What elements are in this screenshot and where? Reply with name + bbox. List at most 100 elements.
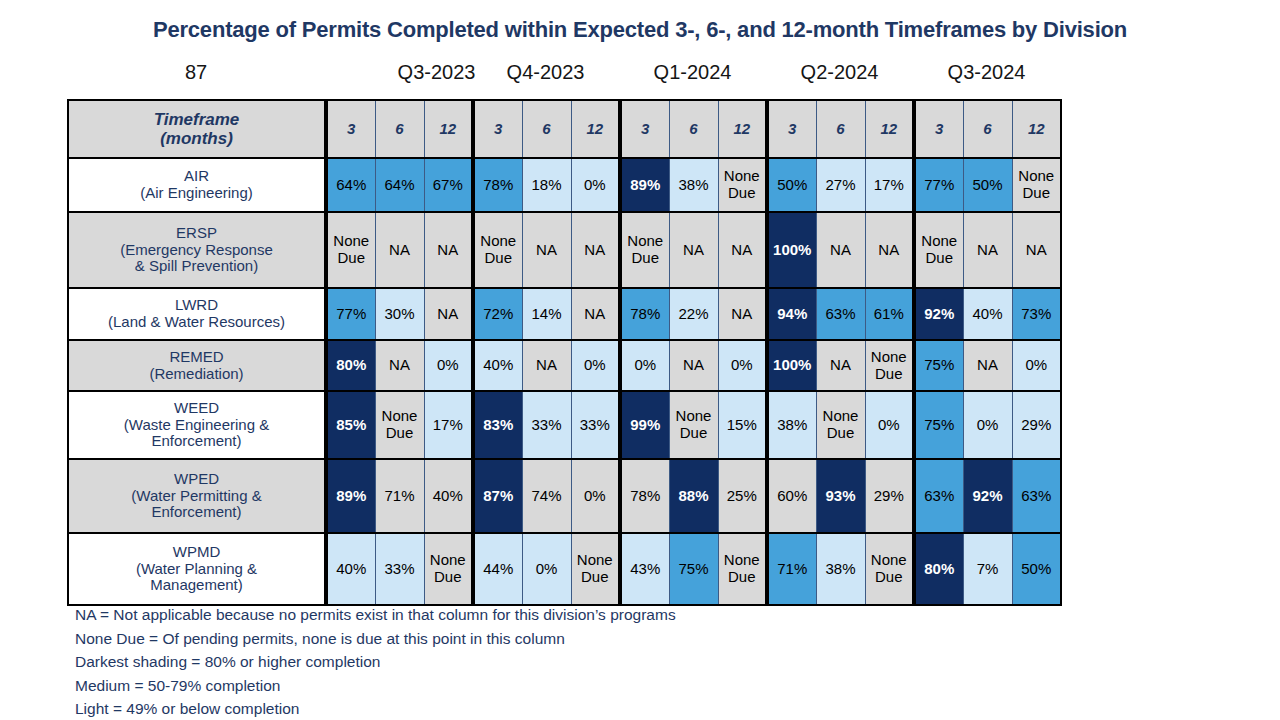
data-cell: 22% bbox=[669, 288, 718, 340]
note-line: None Due = Of pending permits, none is d… bbox=[75, 630, 676, 648]
data-cell: 85% bbox=[326, 391, 375, 459]
month-col-header: 12 bbox=[1012, 100, 1061, 158]
month-col-header: 6 bbox=[375, 100, 424, 158]
note-line: Light = 49% or below completion bbox=[75, 700, 676, 718]
month-col-header: 6 bbox=[522, 100, 571, 158]
division-label: AIR(Air Engineering) bbox=[68, 158, 326, 212]
data-cell: None Due bbox=[326, 212, 375, 288]
division-label: ERSP(Emergency Response& Spill Preventio… bbox=[68, 212, 326, 288]
quarter-label: Q2-2024 bbox=[766, 61, 913, 84]
division-label-line: (Emergency Response bbox=[69, 242, 324, 259]
data-cell: 63% bbox=[816, 288, 865, 340]
data-cell: 40% bbox=[963, 288, 1012, 340]
data-cell: 0% bbox=[571, 459, 620, 533]
timeframe-header-line: Timeframe bbox=[69, 110, 324, 129]
data-cell: 75% bbox=[914, 391, 963, 459]
division-label-line: (Waste Engineering & bbox=[69, 417, 324, 434]
data-cell: 0% bbox=[571, 158, 620, 212]
data-cell: NA bbox=[571, 212, 620, 288]
data-cell: 7% bbox=[963, 533, 1012, 605]
table-row: ERSP(Emergency Response& Spill Preventio… bbox=[68, 212, 1061, 288]
data-cell: 18% bbox=[522, 158, 571, 212]
data-cell: 38% bbox=[816, 533, 865, 605]
month-col-header: 12 bbox=[865, 100, 914, 158]
data-cell: 40% bbox=[326, 533, 375, 605]
data-cell: None Due bbox=[865, 533, 914, 605]
data-cell: 50% bbox=[1012, 533, 1061, 605]
data-cell: 40% bbox=[473, 340, 522, 391]
table-body: Timeframe(months)36123612361236123612AIR… bbox=[68, 100, 1061, 605]
data-cell: 72% bbox=[473, 288, 522, 340]
data-cell: 0% bbox=[571, 340, 620, 391]
division-label-line: (Water Planning & bbox=[69, 561, 324, 578]
data-cell: 50% bbox=[767, 158, 816, 212]
table-row: LWRD(Land & Water Resources)77%30%NA72%1… bbox=[68, 288, 1061, 340]
division-label-line: (Water Permitting & bbox=[69, 488, 324, 505]
data-cell: 64% bbox=[375, 158, 424, 212]
data-cell: 83% bbox=[473, 391, 522, 459]
legend-notes: NA = Not applicable because no permits e… bbox=[75, 606, 676, 720]
data-cell: 17% bbox=[865, 158, 914, 212]
data-cell: 0% bbox=[620, 340, 669, 391]
data-cell: None Due bbox=[718, 158, 767, 212]
division-label-line: & Spill Prevention) bbox=[69, 258, 324, 275]
data-cell: 17% bbox=[424, 391, 473, 459]
data-cell: 64% bbox=[326, 158, 375, 212]
data-cell: 40% bbox=[424, 459, 473, 533]
data-cell: 29% bbox=[1012, 391, 1061, 459]
division-label-line: LWRD bbox=[69, 297, 324, 314]
data-cell: 60% bbox=[767, 459, 816, 533]
data-cell: 92% bbox=[914, 288, 963, 340]
data-cell: NA bbox=[424, 212, 473, 288]
data-cell: NA bbox=[816, 212, 865, 288]
division-label-line: (Remediation) bbox=[69, 366, 324, 383]
data-cell: 77% bbox=[326, 288, 375, 340]
data-cell: 61% bbox=[865, 288, 914, 340]
table-row: WPED(Water Permitting &Enforcement)89%71… bbox=[68, 459, 1061, 533]
data-cell: None Due bbox=[375, 391, 424, 459]
data-cell: None Due bbox=[669, 391, 718, 459]
data-cell: 88% bbox=[669, 459, 718, 533]
data-cell: 0% bbox=[865, 391, 914, 459]
data-cell: NA bbox=[865, 212, 914, 288]
data-cell: None Due bbox=[1012, 158, 1061, 212]
division-label-line: Enforcement) bbox=[69, 433, 324, 450]
data-cell: NA bbox=[963, 212, 1012, 288]
data-cell: NA bbox=[669, 340, 718, 391]
data-cell: 78% bbox=[620, 288, 669, 340]
permits-table: Timeframe(months)36123612361236123612AIR… bbox=[67, 99, 1062, 606]
data-cell: None Due bbox=[816, 391, 865, 459]
division-label: LWRD(Land & Water Resources) bbox=[68, 288, 326, 340]
data-cell: 75% bbox=[669, 533, 718, 605]
data-cell: 43% bbox=[620, 533, 669, 605]
data-cell: 0% bbox=[963, 391, 1012, 459]
division-label: WPMD(Water Planning &Management) bbox=[68, 533, 326, 605]
data-cell: 99% bbox=[620, 391, 669, 459]
month-col-header: 6 bbox=[963, 100, 1012, 158]
data-cell: 77% bbox=[914, 158, 963, 212]
month-col-header: 3 bbox=[914, 100, 963, 158]
data-cell: 33% bbox=[375, 533, 424, 605]
data-cell: 94% bbox=[767, 288, 816, 340]
table-row: WPMD(Water Planning &Management)40%33%No… bbox=[68, 533, 1061, 605]
division-label: WPED(Water Permitting &Enforcement) bbox=[68, 459, 326, 533]
data-cell: 0% bbox=[1012, 340, 1061, 391]
timeframe-header-line: (months) bbox=[69, 129, 324, 148]
data-cell: 78% bbox=[620, 459, 669, 533]
data-cell: 73% bbox=[1012, 288, 1061, 340]
month-col-header: 12 bbox=[424, 100, 473, 158]
data-cell: 33% bbox=[522, 391, 571, 459]
data-cell: 38% bbox=[669, 158, 718, 212]
data-cell: None Due bbox=[424, 533, 473, 605]
data-cell: 80% bbox=[914, 533, 963, 605]
data-cell: NA bbox=[375, 340, 424, 391]
data-cell: None Due bbox=[473, 212, 522, 288]
data-cell: NA bbox=[1012, 212, 1061, 288]
data-cell: 29% bbox=[865, 459, 914, 533]
division-label-line: (Air Engineering) bbox=[69, 185, 324, 202]
timeframe-header: Timeframe(months) bbox=[68, 100, 326, 158]
data-cell: NA bbox=[963, 340, 1012, 391]
note-line: NA = Not applicable because no permits e… bbox=[75, 606, 676, 624]
data-cell: 14% bbox=[522, 288, 571, 340]
data-cell: None Due bbox=[718, 533, 767, 605]
